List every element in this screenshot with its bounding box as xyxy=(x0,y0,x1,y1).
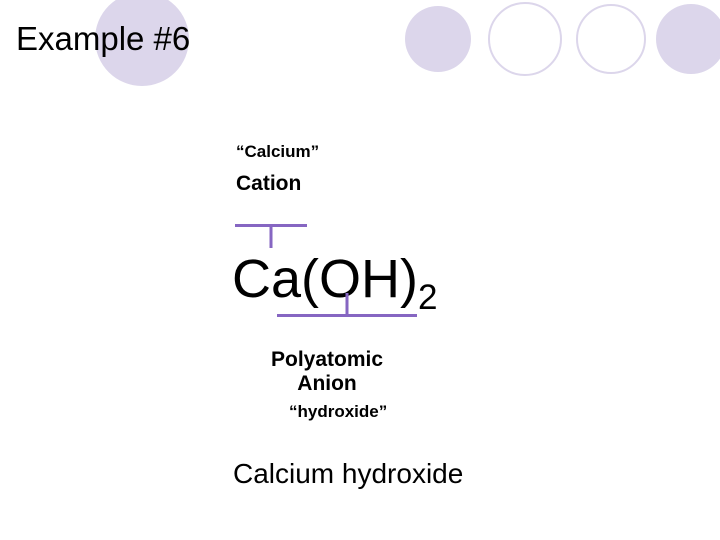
deco-circle-5 xyxy=(656,4,720,74)
anion-label-line1: Polyatomic xyxy=(271,348,383,371)
anion-label: Polyatomic Anion xyxy=(271,348,383,396)
deco-circle-3 xyxy=(488,2,562,76)
formula-subscript: 2 xyxy=(418,278,438,317)
deco-circle-2 xyxy=(405,6,471,72)
formula-main: Ca(OH) xyxy=(232,249,418,309)
compound-name: Calcium hydroxide xyxy=(233,458,463,490)
deco-circle-4 xyxy=(576,4,646,74)
chemical-formula: Ca(OH)2 xyxy=(232,248,438,318)
anion-label-line2: Anion xyxy=(297,372,356,395)
slide-title: Example #6 xyxy=(16,20,190,58)
cation-bracket xyxy=(235,224,307,227)
anion-name-quote: “hydroxide” xyxy=(289,402,387,422)
anion-bracket xyxy=(277,314,417,317)
cation-label: Cation xyxy=(236,172,301,196)
cation-name-quote: “Calcium” xyxy=(236,142,319,162)
